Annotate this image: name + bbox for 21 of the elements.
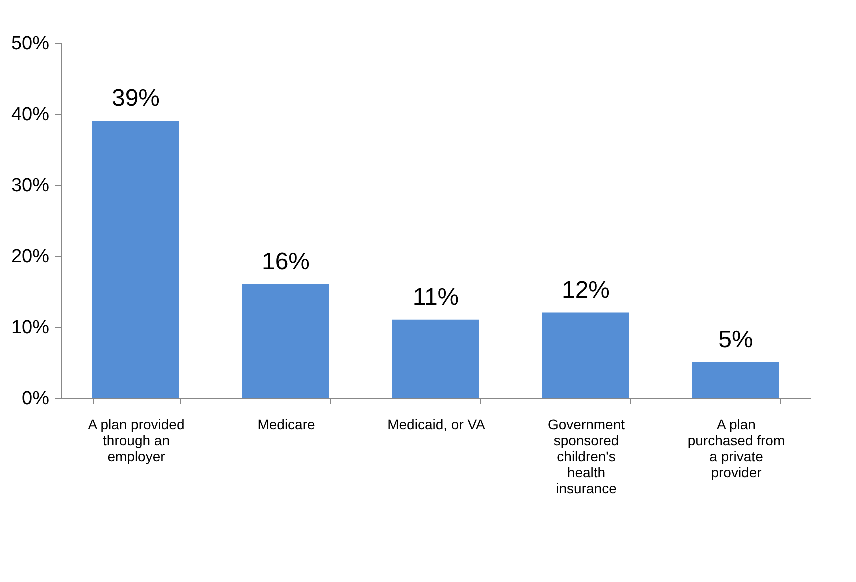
bar [92, 121, 180, 398]
bar [692, 362, 780, 398]
data-label: 12% [562, 276, 610, 304]
bar [392, 320, 480, 398]
y-tick-label: 10% [11, 318, 50, 338]
y-tick-label: 0% [22, 388, 50, 410]
data-label: 39% [112, 85, 160, 112]
data-label: 5% [718, 326, 754, 354]
bar [242, 284, 330, 398]
x-tick-label: A plan purchased from a private provider [688, 416, 786, 480]
y-tick-label: 30% [11, 176, 50, 196]
y-tick-label: 50% [11, 34, 50, 54]
x-tick-label: Medicare [258, 416, 316, 432]
bar [542, 312, 630, 398]
data-label: 16% [262, 248, 310, 276]
data-label: 11% [412, 284, 460, 311]
y-tick-label: 20% [11, 246, 50, 268]
x-tick-label: Government sponsored children's health insurance [548, 416, 626, 496]
x-tick-label: Medicaid, or VA [388, 416, 486, 432]
x-tick-label: A plan provided through an employer [88, 416, 185, 464]
y-tick-label: 40% [11, 104, 50, 126]
